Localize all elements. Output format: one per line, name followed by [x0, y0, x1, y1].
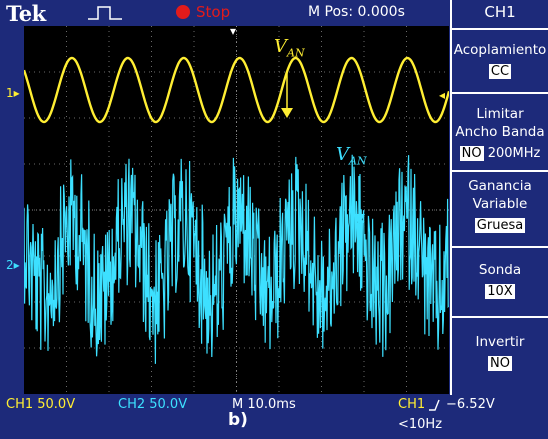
- ch2-ground-marker: 2▸: [6, 258, 20, 272]
- bw-limit-button[interactable]: NO 200MHz: [452, 146, 548, 162]
- brand-logo: Tek: [6, 1, 46, 26]
- ch1-waveform: [24, 56, 449, 124]
- ch1-scale: CH1 50.0V: [6, 397, 76, 412]
- acquisition-status: Stop: [196, 3, 231, 21]
- menu-divider: [452, 316, 548, 318]
- coupling-value[interactable]: CC: [488, 64, 512, 79]
- trigger-source: CH1: [398, 397, 426, 412]
- timebase-scale: M 10.0ms: [232, 397, 296, 412]
- bw-value[interactable]: NO: [459, 146, 484, 161]
- trigger-level-marker: ◂: [439, 88, 446, 102]
- van-label: VAN: [274, 36, 305, 60]
- ch1-ground-marker: 1▸: [6, 86, 20, 100]
- rising-edge-icon: [429, 399, 440, 411]
- coupling-button[interactable]: CC: [452, 64, 548, 80]
- waveform-screen: VAN VAN: [24, 26, 449, 394]
- menu-divider: [452, 28, 548, 30]
- annotation-arrows: [281, 72, 365, 224]
- top-status-bar: Tek Stop M Pos: 0.000s: [0, 0, 450, 26]
- waveform-graticule: [24, 26, 449, 394]
- van-prime-label: VAN: [336, 144, 367, 168]
- bw-label-1: Limitar: [476, 106, 524, 122]
- stop-indicator-icon: [176, 5, 190, 19]
- ch2-waveform: [24, 154, 449, 364]
- gain-value[interactable]: Gruesa: [474, 218, 526, 233]
- menu-divider: [452, 92, 548, 94]
- bw-label-2: Ancho Banda: [455, 124, 545, 140]
- invert-label: Invertir: [475, 334, 525, 350]
- bw-frequency: 200MHz: [487, 146, 541, 161]
- trigger-position-marker: ▾: [230, 24, 237, 38]
- gain-button[interactable]: Gruesa: [452, 218, 548, 234]
- bottom-status-bar: CH1 50.0V CH2 50.0V M 10.0ms CH1 −6.52V …: [0, 395, 548, 439]
- gain-label-2: Variable: [472, 196, 528, 212]
- van-arrow-head: [281, 108, 293, 118]
- trigger-frequency: <10Hz: [398, 417, 443, 432]
- menu-title: CH1: [484, 3, 516, 21]
- gain-label-1: Ganancia: [468, 178, 532, 194]
- van-prime-arrow-head: [353, 214, 365, 224]
- invert-value[interactable]: NO: [488, 356, 512, 371]
- probe-button[interactable]: 10X: [452, 284, 548, 300]
- menu-divider: [452, 246, 548, 248]
- coupling-label: Acoplamiento: [453, 42, 547, 58]
- figure-label: b): [228, 410, 248, 430]
- menu-divider: [452, 170, 548, 172]
- trigger-level: −6.52V: [446, 397, 495, 412]
- trigger-edge-icon: [88, 6, 122, 20]
- probe-value[interactable]: 10X: [485, 284, 515, 299]
- side-menu: CH1 Acoplamiento CC Limitar Ancho Banda …: [450, 0, 548, 395]
- ch2-scale: CH2 50.0V: [118, 397, 188, 412]
- invert-button[interactable]: NO: [452, 356, 548, 372]
- probe-label: Sonda: [478, 262, 522, 278]
- horizontal-position: M Pos: 0.000s: [308, 4, 405, 20]
